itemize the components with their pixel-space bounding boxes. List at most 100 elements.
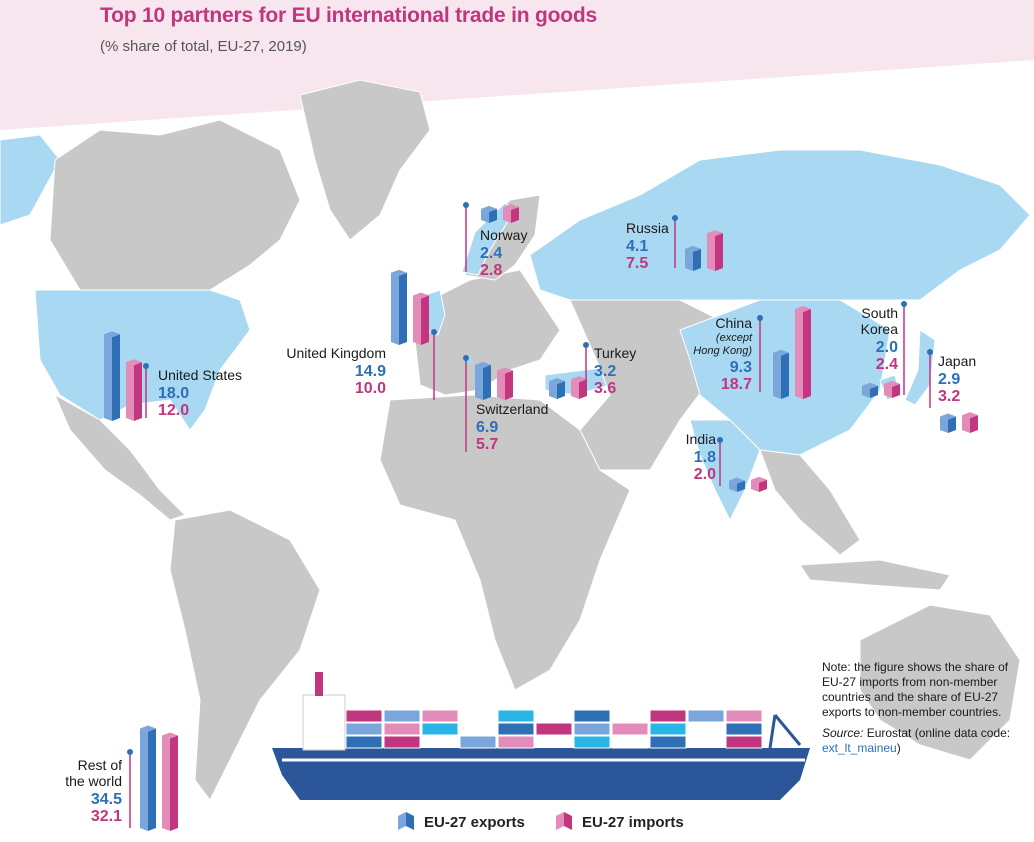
leader-dot-russia	[672, 215, 678, 221]
landmass-middle-east	[569, 299, 721, 471]
label-imports-united-states: 12.0	[158, 402, 189, 419]
bar-exports-united-kingdom	[391, 269, 407, 345]
label-exports-united-states: 18.0	[158, 385, 189, 402]
bar-imports-south-korea	[884, 380, 900, 398]
ship-container	[459, 735, 497, 749]
label-name-japan: Japan	[938, 353, 976, 369]
label-exports-russia: 4.1	[626, 238, 648, 255]
ship-container	[573, 735, 611, 749]
cargo-ship-illustration	[272, 672, 810, 800]
label-imports-india: 2.0	[694, 466, 716, 483]
label-exports-norway: 2.4	[480, 245, 502, 262]
bar-exports-rest-of-world	[140, 725, 156, 831]
leader-dot-rest-of-world	[127, 749, 133, 755]
ship-container	[535, 722, 573, 736]
ship-container	[725, 722, 763, 736]
legend-exports-swatch	[398, 812, 414, 830]
label-imports-china: 18.7	[721, 376, 752, 393]
leader-dot-norway	[463, 202, 469, 208]
landmass-alaska	[0, 134, 61, 226]
legend-imports-swatch	[556, 812, 572, 830]
bar-imports-united-kingdom	[413, 292, 429, 345]
label-imports-turkey: 3.6	[594, 380, 616, 397]
bar-imports-united-states	[126, 359, 142, 421]
leader-dot-turkey	[583, 342, 589, 348]
label-sub-china-1: Hong Kong)	[693, 345, 752, 357]
bar-exports-switzerland	[475, 361, 491, 400]
landmass-southeast-asia	[759, 449, 861, 556]
landmass-australia	[859, 604, 1021, 761]
bar-imports-russia	[707, 230, 723, 271]
landmass-indonesia	[799, 559, 951, 591]
legend-exports-label: EU-27 exports	[424, 814, 525, 831]
label-name-turkey: Turkey	[594, 345, 636, 361]
landmass-south-america	[169, 509, 321, 801]
bar-exports-russia	[685, 245, 701, 271]
landmass-united-states	[34, 289, 251, 431]
ship-container	[573, 709, 611, 723]
bar-exports-united-states	[104, 331, 120, 421]
world-map	[0, 79, 1031, 801]
header-band	[0, 0, 1034, 130]
label-name-south-korea: South	[861, 305, 898, 321]
bar-exports-india	[729, 477, 745, 492]
label-imports-switzerland: 5.7	[476, 436, 498, 453]
bar-imports-india	[751, 476, 767, 492]
ship-container	[459, 722, 497, 736]
ship-container	[345, 709, 383, 723]
landmass-greenland	[299, 79, 431, 241]
landmass-russia	[529, 149, 1031, 301]
ship-container	[649, 735, 687, 749]
label-exports-turkey: 3.2	[594, 363, 616, 380]
leader-dot-china	[757, 315, 763, 321]
data-code-link[interactable]: ext_lt_maineu	[822, 741, 897, 755]
legend: EU-27 exports EU-27 imports	[398, 812, 684, 831]
landmass-canada	[49, 119, 301, 291]
ship-container	[649, 709, 687, 723]
label-name-rest-of-world: Rest of	[78, 757, 122, 773]
ship-container	[611, 735, 649, 749]
label-exports-japan: 2.9	[938, 371, 960, 388]
leader-dot-united-kingdom	[431, 329, 437, 335]
ship-bridge	[302, 694, 346, 751]
bar-exports-south-korea	[862, 382, 878, 398]
label-exports-south-korea: 2.0	[876, 339, 898, 356]
ship-container	[725, 735, 763, 749]
label-exports-switzerland: 6.9	[476, 419, 498, 436]
source-body: Eurostat (online data code:	[866, 726, 1011, 740]
leader-dot-india	[717, 437, 723, 443]
label-name-india: India	[686, 431, 717, 447]
label-sub-china-0: (except	[716, 332, 753, 344]
ship-container	[383, 735, 421, 749]
ship-funnel	[315, 672, 323, 696]
label-exports-china: 9.3	[730, 359, 752, 376]
label-imports-japan: 3.2	[938, 388, 960, 405]
label-imports-norway: 2.8	[480, 262, 502, 279]
label-name-rest-of-world: the world	[65, 773, 122, 789]
ship-container	[687, 722, 725, 736]
ship-crane	[768, 714, 802, 749]
label-imports-united-kingdom: 10.0	[355, 380, 386, 397]
landmass-india	[689, 419, 761, 522]
landmass-africa	[379, 394, 631, 691]
label-name-south-korea: Korea	[861, 321, 899, 337]
bar-imports-turkey	[571, 376, 587, 399]
ship-container	[497, 709, 535, 723]
ship-container	[345, 735, 383, 749]
landmass-europe	[414, 269, 561, 396]
bar-imports-rest-of-world	[162, 732, 178, 831]
source-text: Source: Eurostat (online data code: ext_l…	[822, 726, 1022, 756]
ship-container	[345, 722, 383, 736]
label-imports-russia: 7.5	[626, 255, 648, 272]
ship-container	[573, 722, 611, 736]
leader-dot-united-states	[143, 363, 149, 369]
label-name-russia: Russia	[626, 220, 669, 236]
legend-imports-label: EU-27 imports	[582, 814, 684, 831]
page-subtitle: (% share of total, EU-27, 2019)	[100, 38, 307, 55]
ship-container	[687, 709, 725, 723]
bar-exports-norway	[481, 205, 497, 223]
bar-exports-china	[773, 349, 789, 399]
ship-container	[611, 722, 649, 736]
label-exports-rest-of-world: 34.5	[91, 791, 122, 808]
